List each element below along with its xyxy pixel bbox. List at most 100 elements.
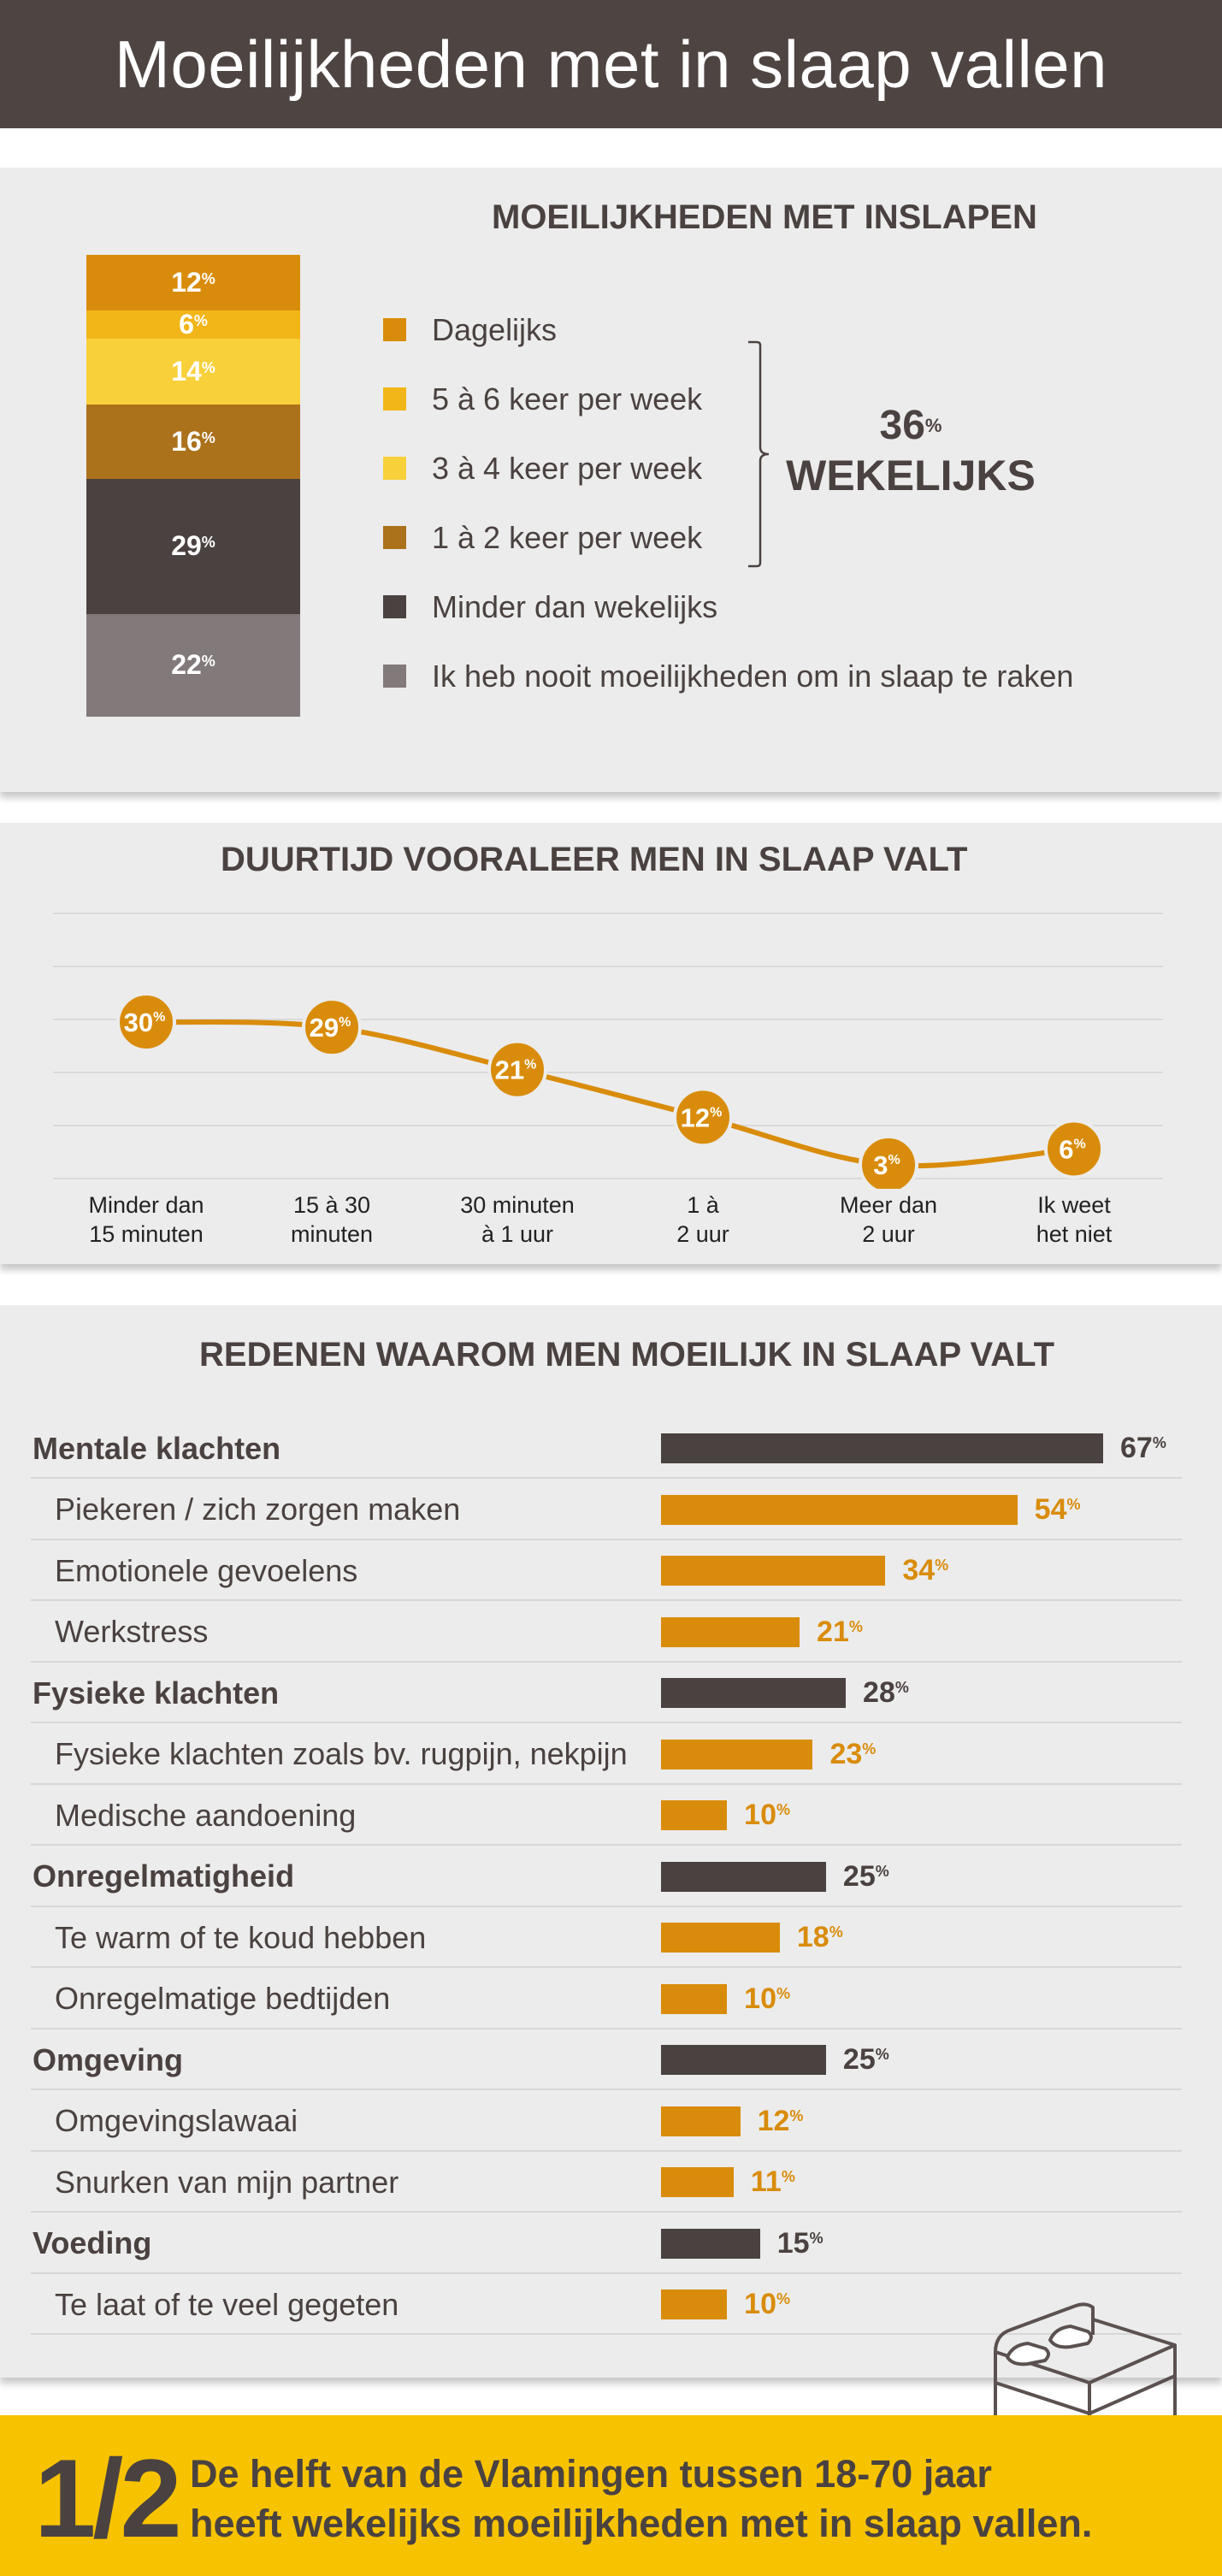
reason-bar [661,1800,728,1830]
reason-sub-row: Onregelmatige bedtijden 10% [31,1969,1182,2029]
legend-item: 1 à 2 keer per week [383,503,1073,572]
reason-category-row: Mentale klachten 67% [31,1418,1182,1479]
legend-label: 1 à 2 keer per week [432,519,703,555]
reason-sub-row: Te warm of te koud hebben 18% [31,1907,1182,1968]
duration-point: 6% [1044,1119,1104,1179]
duration-x-label: 15 à 30 minuten [290,1192,374,1247]
reason-label: Omgevingslawaai [55,2103,298,2138]
legend-label: Minder dan wekelijks [432,588,718,624]
reason-sub-row: Werkstress 21% [31,1602,1182,1663]
reason-category-row: Fysieke klachten 28% [31,1663,1182,1723]
reason-value: 25% [842,2043,889,2076]
reason-value: 67% [1120,1432,1166,1464]
reason-label: Onregelmatigheid [32,1858,295,1894]
inslapen-title: MOEILIJKHEDEN MET INSLAPEN [492,198,1037,236]
duurtijd-card [0,823,1222,1264]
reason-bar [661,1678,847,1708]
reason-value: 10% [744,1799,790,1831]
weekly-percent: 36 [879,403,925,448]
reason-bar [661,1739,813,1770]
reason-bar [661,2106,741,2136]
stack-segment: 12% [86,255,300,311]
reason-bar [661,2228,760,2259]
duration-point: 29% [302,997,362,1058]
duration-series-line [145,1019,1075,1169]
legend-swatch [383,665,406,688]
reason-category-row: Omgeving 25% [31,2029,1182,2090]
stack-segment-label: 12 [171,267,202,298]
duration-line-chart: 30% 29% 21% 12% 3% 6% [53,913,1163,1189]
frequency-legend: Dagelijks 5 à 6 keer per week 3 à 4 keer p… [383,295,1073,711]
reason-category-row: Onregelmatigheid 25% [31,1846,1182,1907]
header-banner: Moeilijkheden met in slaap vallen [0,0,1222,128]
reason-label: Piekeren / zich zorgen maken [55,1492,461,1527]
reason-category-row: Voeding 15% [31,2213,1182,2274]
stack-segment: 14% [86,339,300,405]
reason-value: 21% [817,1615,863,1648]
stack-segment: 6% [86,309,300,340]
reason-sub-row: Snurken van mijn partner 11% [31,2152,1182,2213]
legend-label: Ik heb nooit moeilijkheden om in slaap t… [432,658,1074,694]
reason-bar [661,1983,728,2014]
footer-line-2: heeft wekelijks moeilijkheden met in sla… [190,2502,1093,2545]
legend-label: 3 à 4 keer per week [432,450,703,486]
footer-fraction: 1/2 [34,2436,182,2561]
weekly-percent-sign: % [924,415,942,436]
page-title: Moeilijkheden met in slaap vallen [114,26,1108,102]
legend-label: 5 à 6 keer per week [432,381,703,417]
reason-label: Te laat of te veel gegeten [55,2286,399,2322]
reason-value: 28% [863,1676,909,1709]
duration-x-label: Minder dan 15 minuten [88,1192,204,1247]
weekly-brace [748,340,770,568]
reason-label: Fysieke klachten [32,1675,280,1710]
stack-segment: 29% [86,478,300,614]
legend-item: 5 à 6 keer per week [383,364,1073,434]
reason-bar [661,1923,780,1953]
stack-segment-label: 14 [171,355,202,387]
weekly-summary: 36% WEKELIJKS [770,402,1052,501]
legend-label: Dagelijks [432,311,558,347]
stack-segment-label: 29 [171,530,202,562]
stack-segment-label: 16 [171,425,202,457]
duration-point: 12% [673,1087,733,1148]
legend-item: Minder dan wekelijks [383,572,1073,641]
reason-sub-row: Medische aandoening 10% [31,1785,1182,1846]
legend-swatch [383,595,406,618]
reason-label: Snurken van mijn partner [55,2164,399,2200]
reason-sub-row: Omgevingslawaai 12% [31,2091,1182,2152]
legend-item: 3 à 4 keer per week [383,434,1073,503]
legend-swatch [383,318,406,341]
reason-sub-row: Fysieke klachten zoals bv. rugpijn, nekp… [31,1724,1182,1785]
duration-point: 21% [487,1039,547,1100]
duration-point: 3% [859,1135,918,1189]
reason-sub-row: Piekeren / zich zorgen maken 54% [31,1480,1182,1540]
legend-item: Ik heb nooit moeilijkheden om in slaap t… [383,641,1073,711]
reason-label: Voeding [32,2225,152,2260]
reason-bar [661,2045,826,2075]
reason-bar [661,1861,826,1892]
redenen-title: REDENEN WAAROM MEN MOEILIJK IN SLAAP VAL… [199,1336,1055,1374]
duration-point: 30% [116,992,176,1052]
reason-value: 15% [776,2226,824,2260]
reason-bar [661,2289,728,2319]
reason-value: 10% [744,2288,790,2320]
reason-label: Werkstress [55,1614,209,1649]
reason-sub-row: Te laat of te veel gegeten 10% [31,2274,1182,2335]
stack-segment: 16% [86,404,300,479]
legend-swatch [383,387,406,411]
reason-bar [661,1616,800,1647]
reason-bar [661,1494,1018,1525]
footer-line-1: De helft van de Vlamingen tussen 18-70 j… [190,2452,992,2496]
duration-point-label: 6% [1059,1134,1085,1164]
duration-x-label: Meer dan 2 uur [839,1192,938,1247]
reason-bar [661,1556,886,1586]
reason-value: 18% [796,1921,843,1953]
duration-point-label: 30% [124,1007,166,1037]
reason-value: 23% [829,1737,877,1770]
reason-value: 34% [902,1554,949,1586]
legend-item: Dagelijks [383,295,1073,364]
stack-segment-label: 6 [179,309,194,340]
reason-label: Te warm of te koud hebben [55,1919,427,1955]
